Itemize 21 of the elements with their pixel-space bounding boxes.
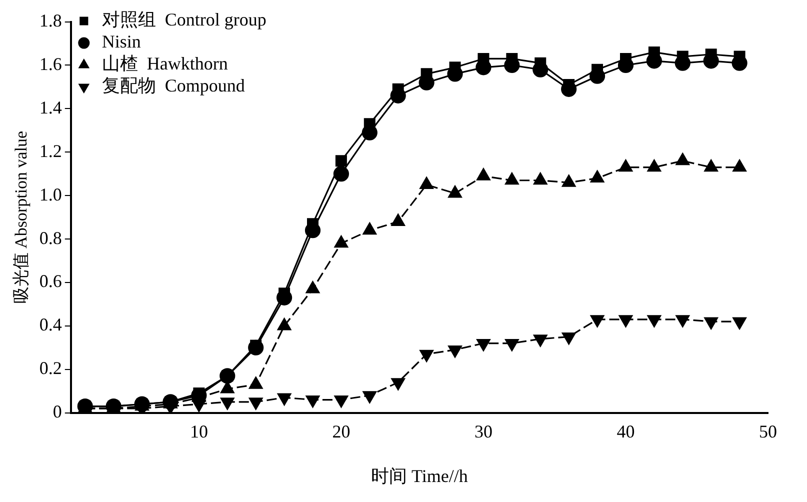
x-axis-title: 时间 Time//h: [371, 466, 468, 486]
y-tick-label: 1.2: [39, 140, 62, 161]
x-tick-label: 20: [332, 421, 350, 442]
legend-label: Nisin: [102, 32, 141, 52]
y-tick-label: 1.6: [39, 54, 62, 74]
y-tick-label: 0: [52, 402, 62, 422]
y-tick-label: 0.6: [39, 271, 62, 292]
x-tick-label: 40: [616, 421, 635, 442]
legend-label: 复配物 Compound: [102, 76, 245, 96]
y-tick-label: 1.4: [39, 97, 62, 118]
x-tick-label: 50: [759, 421, 777, 442]
y-tick-label: 1.8: [39, 10, 62, 31]
y-tick-label: 0.4: [39, 314, 62, 335]
y-axis-title: 吸光值 Absorption value: [12, 130, 31, 304]
y-tick-label: 1.0: [39, 184, 62, 204]
x-tick-label: 10: [190, 421, 208, 442]
y-tick-label: 0.2: [39, 358, 62, 378]
legend-label: 山楂 Hawkthorn: [102, 54, 228, 74]
x-tick-label: 30: [474, 421, 492, 442]
legend-label: 对照组 Control group: [102, 10, 266, 30]
y-tick-label: 0.8: [39, 228, 62, 248]
